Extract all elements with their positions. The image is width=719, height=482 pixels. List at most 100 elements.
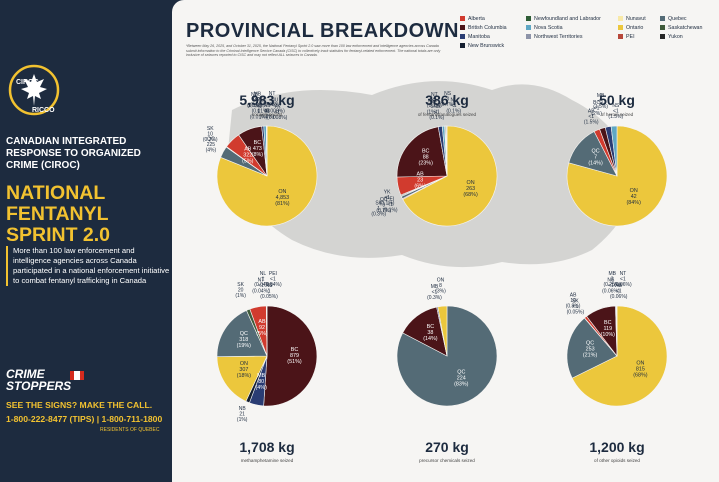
ciroc-logo: CIROC RICCO [8,64,60,116]
phone-numbers: 1-800-222-8477 (TIPS) | 1-800-711-1800 [6,414,163,424]
slice-label-ab: AB 23 (6%) [414,172,426,190]
slice-label-nl: NL 1 (0.04%) [254,271,272,288]
slice-label-bc: BC 38 (14%) [423,324,438,342]
slice-label-ab: AB 10 (0.8%) [566,293,581,310]
slice-label-on: ON 263 (68%) [463,180,478,198]
slice-label-nb: NB <1 (0.1%) [429,104,444,121]
crime-stoppers-line2: STOPPERS [6,379,72,393]
legend-label: Saskatchewan [668,25,703,31]
slice-label-qc: QC 3 (0.7%) [376,197,391,214]
slice-label-ns: NS 3 (0.7%) [440,91,455,108]
legend-swatch [618,34,623,40]
slice-label-nt: NT <1 (0.06%) [614,271,632,288]
slice-label-pei: PEI <1 (0.04%) [264,271,282,288]
legend-swatch [660,16,665,22]
footnote: *Between May 26, 2025, and October 31, 2… [186,44,441,58]
legend-label: Quebec [668,16,687,22]
legend-label: Ontario [626,25,644,31]
slice-label-nt: NT 2 (0.03%) [263,91,281,108]
slice-label-sk: SK 10 (0.2%) [203,126,218,143]
legend-label: Manitoba [468,34,490,40]
pie-slice-bc [263,305,318,407]
pie-chart: ON 4,853 (81%) AB 322 (5%)BC 473 (8%) QC 225 (4%)S… [203,91,318,227]
pie-slice-qc [566,317,618,379]
slice-label-nb: NB 8 (0.1%) [247,92,262,109]
maple-leaf-icon [21,74,47,106]
main-panel: ON 4,853 (81%) AB 322 (5%) BC 473 (8%) QC 225 (4%) S… [172,0,719,482]
slice-label-ns: NS <1 (1.5%) [608,103,623,120]
legend-swatch [660,25,665,31]
pie-slice-on [402,125,498,227]
left-panel: CIROC RICCO CANADIAN INTEGRATED RESPONSE… [0,0,172,482]
chart-subtitle: cocaine seized [252,112,283,117]
crime-stoppers-line1: CRIME [6,367,45,381]
slice-label-ab: AB <1 (1.5%) [584,108,599,125]
slice-label-pei: PEI 1 (0.01%) [252,97,270,114]
pie-slice-bc [396,126,448,178]
pie-chart: QC 224 (83%) BC 38 (14%) MB <1 (0.3%)ON 8 (3%) 270 … [396,277,498,463]
chart-subtitle: methamphetamine seized [241,458,294,463]
slice-label-ab: AB 322 (5%) [242,146,254,164]
slice-label-nt: NT <1 (0.1%) [427,92,442,109]
pie-slice-on [571,305,668,407]
tagline: SEE THE SIGNS? MAKE THE CALL. [6,400,153,410]
legend-swatch [526,16,531,22]
pie-chart: ON 815 (68%) QC 253 (21%)BC 119 (10%) SK <1 (0.05%… [566,271,668,463]
legend-swatch [526,34,531,40]
slice-label-qc: QC 225 (4%) [206,136,217,153]
slice-label-nl: NL 1 (0.01%) [250,104,268,121]
pie-chart: BC 879 (51%) MB 80 (4%) ON 307 (18%) QC 318 (19%) AB… [216,271,318,463]
legend-swatch [460,25,465,31]
chart-subtitle: of fentanyl/analogues seized [418,112,477,117]
chart-total-kg: 5,983 kg [239,92,294,108]
legend-item: New Brunswick [460,43,504,51]
legend-swatch [460,43,465,49]
slice-label-bc: BC 88 (23%) [419,149,434,167]
pie-chart: ON 263 (68%) AB 23 (6%) BC 88 (23%) PEI <1 (0.1%)QC… [371,91,498,227]
chart-total-kg: 1,708 kg [239,439,294,455]
legend-label: Alberta [468,16,485,22]
legend-label: Yukon [668,34,683,40]
legend-label: Nova Scotia [534,25,563,31]
quebec-note: RESIDENTS OF QUEBEC [100,427,160,433]
chart-subtitle: precursor chemicals seized [419,458,475,463]
pie-slice-ns [610,125,618,177]
slice-label-mb: MB 5 (1%) [427,99,438,116]
org-name: CANADIAN INTEGRATED RESPONSE TO ORGANIZE… [6,136,141,171]
legend-item: Yukon [660,34,683,42]
slice-label-nt: NT <1 (0.04%) [252,277,270,294]
crime-stoppers-logo: CRIME STOPPERS [6,368,96,392]
chart-total-kg: 386 kg [425,92,469,108]
slice-label-yk: YK <1 (0.1%) [380,189,395,206]
legend-item: Northwest Territories [526,34,582,42]
legend-item: Newfoundland and Labrador [526,16,601,24]
legend-swatch [618,25,623,31]
legend-item: British Columbia [460,25,507,33]
pie-slice-on [216,355,268,402]
slice-label-mb: MB 40 (0.6%) [250,92,265,109]
pie-charts: ON 4,853 (81%)AB 322 (5%)BC 473 (8%)QC 225 (4%)S… [203,81,668,463]
slice-label-sk: SK 20 (1%) [235,282,246,299]
slice-label-ab: AB 92 (5%) [256,319,268,337]
legend-swatch [460,16,465,22]
chart-total-kg: 1,200 kg [589,439,644,455]
legend-label: PEI [626,34,635,40]
slice-label-on: ON 42 (84%) [627,188,642,206]
slice-label-mb: MB <1 (0.3%) [427,284,442,301]
campaign-headline: NATIONAL FENTANYL SPRINT 2.0 [6,182,111,246]
pie-chart: ON 42 (84%) QC 7 (14%) AB <1 (1.5%)BC <1 (2%)MB <1(… [566,92,668,227]
intro-text: More than 100 law enforcement and intell… [6,246,173,286]
slice-label-pei: PEI <1 (0.1%) [383,196,398,213]
slice-label-qc: QC 7 (14%) [588,149,603,167]
legend-swatch [618,16,623,22]
legend-item: Nova Scotia [526,25,563,33]
pie-slice-qc [216,310,268,357]
slice-label-mb: MB 80 (4%) [256,373,268,391]
legend-label: New Brunswick [468,43,505,49]
slice-label-bc: BC 119 (10%) [601,320,616,338]
slice-label-sk: SK 1 (0.3%) [371,200,386,217]
slice-label-qc: QC 318 (19%) [237,331,252,349]
slice-label-ns: NS 1 (0.05%) [260,283,278,300]
slice-label-sk: SK <1 (0.05%) [567,298,585,315]
